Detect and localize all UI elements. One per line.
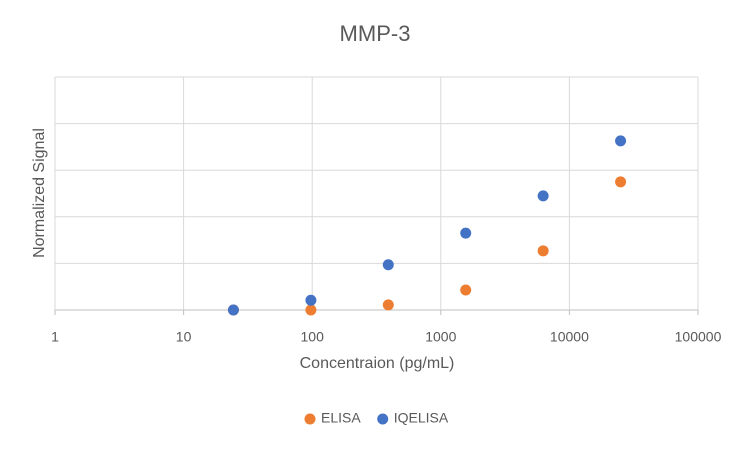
x-tick-label: 1 bbox=[51, 329, 59, 345]
x-tick-label: 100000 bbox=[675, 329, 722, 345]
data-point bbox=[305, 294, 317, 306]
x-tick-label: 1000 bbox=[425, 329, 456, 345]
data-point bbox=[382, 299, 394, 311]
legend-marker bbox=[377, 413, 389, 425]
data-point bbox=[537, 245, 549, 257]
y-axis-label: Normalized Signal bbox=[31, 128, 48, 258]
data-point bbox=[615, 135, 627, 147]
data-point bbox=[460, 284, 472, 296]
data-point bbox=[305, 304, 317, 316]
x-tick-label: 10000 bbox=[550, 329, 589, 345]
x-tick-label: 10 bbox=[176, 329, 192, 345]
legend-label: ELISA bbox=[321, 410, 361, 426]
data-point bbox=[227, 304, 239, 316]
data-point bbox=[382, 259, 394, 271]
data-point bbox=[537, 190, 549, 202]
data-point bbox=[460, 227, 472, 239]
data-point bbox=[615, 176, 627, 188]
chart-title: MMP-3 bbox=[340, 21, 411, 46]
x-axis-label: Concentraion (pg/mL) bbox=[300, 355, 455, 372]
legend-marker bbox=[304, 413, 316, 425]
legend-label: IQELISA bbox=[394, 410, 449, 426]
x-tick-label: 100 bbox=[301, 329, 325, 345]
